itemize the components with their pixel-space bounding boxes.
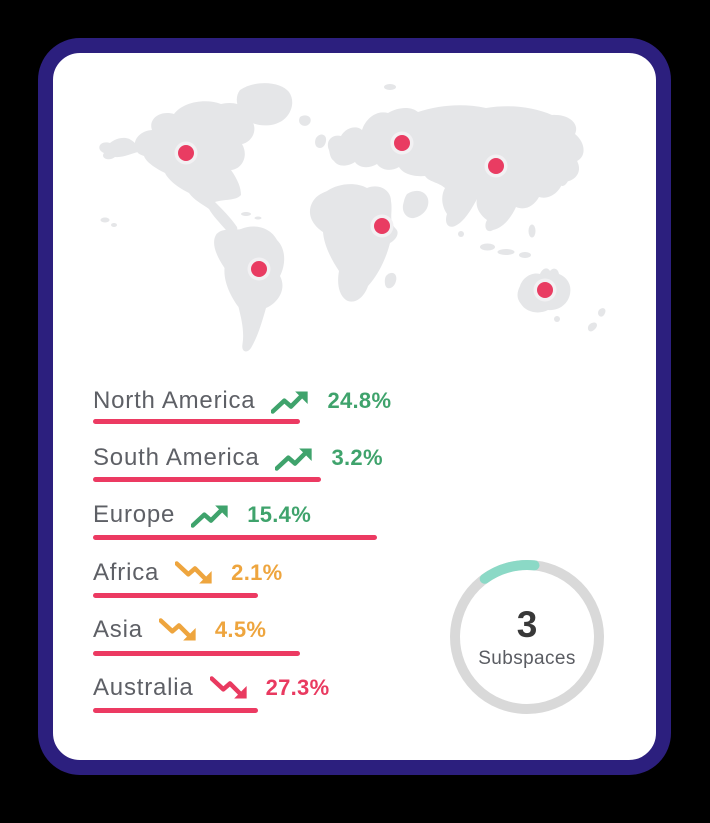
region-row-asia: Asia 4.5% [93,613,266,647]
region-bar-north-america [93,419,300,424]
islands-indonesia-1 [480,243,495,251]
islands-japan-1 [560,169,570,187]
region-row-europe: Europe 15.4% [93,498,311,532]
islands-pacific-2 [111,223,117,227]
region-bar-europe [93,535,377,540]
gauge-ring-svg [450,560,604,714]
trend-down-icon [175,560,212,583]
map-marker-africa [374,218,390,234]
continent-north-america [134,101,255,234]
region-bar-africa [93,593,258,598]
region-bar-asia [93,651,300,656]
region-value: 15.4% [247,502,312,527]
islands-philippines [528,224,536,238]
region-value: 2.1% [231,560,283,585]
region-value: 24.8% [327,388,392,413]
island-iceland [299,115,311,126]
map-marker-europe [394,135,410,151]
region-label: Europe [93,501,176,528]
region-bar-australia [93,708,258,713]
map-marker-australia [537,282,553,298]
gauge-value: 3 [516,603,538,645]
islands-pacific [100,217,110,223]
island-sri-lanka [458,231,464,237]
islands-caribbean [241,212,251,216]
islands-indonesia-2 [497,249,515,255]
island-madagascar [384,272,397,289]
dashboard-card: North America 24.8% South America 3.2% Europ… [38,38,671,775]
trend-up-icon [191,505,228,528]
region-value: 4.5% [214,617,267,642]
trend-down-icon [209,675,247,698]
region-row-australia: Australia 27.3% [93,671,329,705]
gauge-center: 3 Subspaces [445,555,609,719]
continent-alaska [99,137,139,160]
region-row-north-america: North America 24.8% [93,384,391,418]
region-label: Australia [93,674,194,701]
continent-africa [309,184,398,302]
map-marker-north-america [178,145,194,161]
continent-greenland [236,83,293,126]
gauge-progress-arc [479,560,540,584]
subspaces-gauge: 3 Subspaces [445,555,609,719]
islands-caribbean-2 [254,216,262,220]
island-uk [315,134,327,149]
region-value: 3.2% [331,445,383,470]
region-bar-south-america [93,477,321,482]
region-value: 27.3% [265,675,330,700]
island-tasmania [554,316,560,322]
continents [99,83,606,352]
trend-down-icon [158,617,196,640]
world-map [90,78,612,355]
map-marker-asia [488,158,504,174]
region-arabia [402,190,429,219]
gauge-label: Subspaces [478,647,576,669]
trend-up-icon [271,391,309,414]
island-new-zealand-south [587,322,597,332]
islands-japan-2 [570,158,578,168]
world-map-svg [99,83,606,352]
continent-south-america [214,226,285,352]
map-markers [174,131,557,302]
island-new-zealand-north [598,308,606,317]
continent-eurasia [327,105,584,232]
region-label: South America [93,444,260,471]
region-row-africa: Africa 2.1% [93,556,283,590]
islands-indonesia-3 [519,252,531,258]
region-row-south-america: South America 3.2% [93,441,383,475]
island-svalbard [384,84,396,90]
trend-up-icon [275,448,313,471]
region-label: Asia [93,616,143,643]
region-label: North America [93,387,256,414]
map-marker-south-america [251,261,267,277]
region-label: Africa [93,559,160,586]
